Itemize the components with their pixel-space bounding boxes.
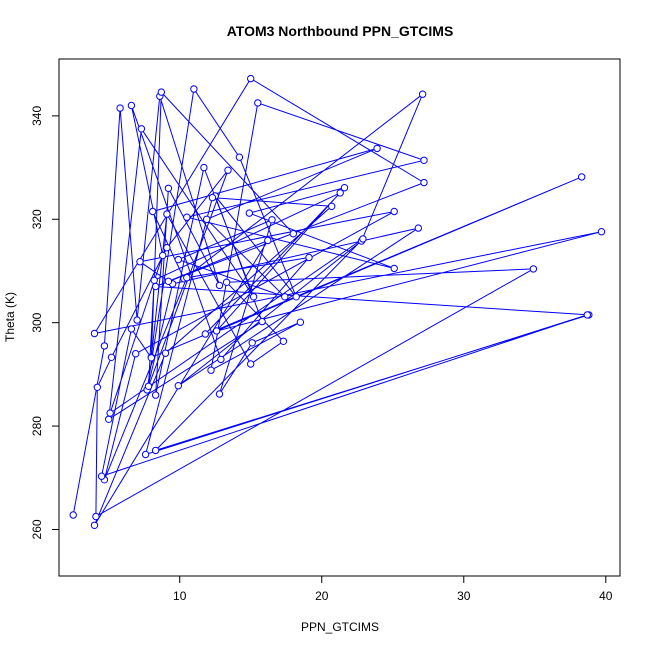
- data-point: [208, 193, 217, 202]
- data-point: [254, 99, 262, 107]
- data-point: [292, 293, 300, 301]
- data-point: [247, 360, 255, 368]
- data-point: [336, 189, 344, 197]
- data-point: [248, 339, 256, 347]
- data-point: [97, 472, 106, 480]
- data-point: [390, 264, 398, 273]
- data-point: [164, 277, 173, 285]
- data-point: [90, 329, 99, 338]
- data-point: [215, 281, 224, 290]
- x-tick-label: 30: [457, 589, 471, 603]
- data-point: [235, 153, 244, 161]
- y-axis-label: Theta (K): [3, 292, 17, 342]
- x-tick-label: 40: [599, 589, 613, 603]
- data-point: [212, 327, 221, 335]
- data-point: [247, 74, 255, 83]
- data-point: [183, 274, 191, 282]
- data-point: [157, 88, 166, 96]
- data-point: [420, 178, 428, 187]
- data-point: [174, 382, 183, 390]
- data-point: [92, 512, 100, 521]
- data-point: [133, 316, 141, 324]
- data-point: [222, 278, 231, 286]
- data-point: [183, 213, 191, 221]
- data-point: [340, 184, 349, 192]
- y-tick-label: 260: [30, 519, 44, 539]
- y-tick-label: 340: [30, 106, 44, 126]
- data-point: [69, 511, 77, 519]
- data-point: [373, 144, 381, 153]
- x-tick-label: 20: [315, 589, 329, 603]
- data-point: [127, 101, 136, 110]
- data-point: [224, 166, 232, 174]
- x-axis: 10 20 30 40: [173, 575, 613, 603]
- data-point: [215, 390, 224, 398]
- y-tick-label: 280: [30, 416, 44, 436]
- chart-title: ATOM3 Northbound PPN_GTCIMS: [227, 23, 454, 39]
- data-point: [418, 90, 427, 98]
- data-point: [207, 366, 215, 374]
- data-point: [305, 253, 313, 262]
- data-point: [529, 265, 538, 273]
- data-point: [203, 215, 211, 224]
- data-point: [174, 255, 183, 264]
- data-point: [597, 228, 606, 236]
- data-point: [93, 383, 102, 391]
- data-point: [106, 409, 114, 417]
- data-point: [281, 293, 289, 301]
- data-point: [136, 258, 144, 266]
- plot-area-frame: [58, 58, 621, 577]
- data-point: [268, 216, 276, 224]
- y-axis: 260 280 300 320 340: [30, 106, 60, 539]
- data-point: [116, 104, 124, 112]
- data-point: [151, 391, 160, 399]
- data-point: [144, 382, 153, 390]
- data-point: [159, 251, 167, 260]
- data-point: [190, 85, 198, 93]
- data-point: [201, 330, 210, 338]
- data-point: [161, 349, 170, 357]
- data-point: [279, 337, 288, 345]
- data-point: [296, 318, 305, 326]
- data-point: [100, 342, 109, 350]
- data-point: [164, 184, 173, 193]
- data-point: [90, 521, 99, 529]
- data-point: [420, 156, 428, 165]
- data-point: [151, 446, 160, 455]
- data-point: [390, 207, 398, 216]
- data-point: [289, 230, 297, 238]
- series-line: [72, 77, 602, 526]
- y-tick-label: 320: [30, 209, 44, 229]
- x-axis-label: PPN_GTCIMS: [301, 620, 379, 634]
- data-point: [249, 293, 258, 301]
- data-point: [132, 350, 140, 358]
- data-point: [163, 210, 171, 218]
- data-point: [414, 224, 422, 232]
- data-point: [200, 163, 208, 172]
- data-point: [264, 236, 272, 245]
- data-point: [151, 282, 160, 291]
- data-series: [69, 74, 606, 529]
- data-point: [359, 235, 367, 243]
- data-point: [137, 125, 146, 133]
- data-point: [149, 207, 157, 216]
- y-tick-label: 300: [30, 312, 44, 332]
- data-point: [217, 355, 225, 364]
- data-point: [150, 276, 158, 284]
- data-point: [107, 353, 116, 361]
- data-point: [583, 311, 591, 319]
- data-point: [245, 209, 254, 217]
- data-point: [258, 317, 266, 326]
- data-point: [328, 202, 336, 211]
- data-point: [105, 415, 113, 423]
- data-point: [127, 325, 136, 333]
- data-point: [147, 354, 156, 362]
- data-point: [163, 244, 171, 252]
- data-point: [141, 450, 150, 459]
- x-tick-label: 10: [173, 589, 187, 603]
- data-point: [578, 173, 586, 181]
